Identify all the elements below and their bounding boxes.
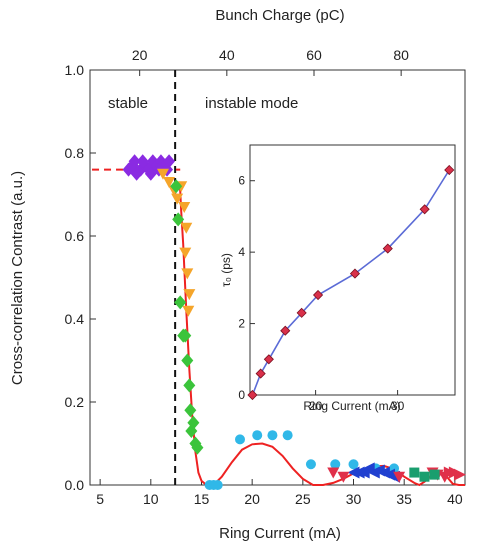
x-tick-label: 25 [295,491,311,507]
data-point [305,459,316,470]
data-point [128,154,141,169]
inset-y-tick-label: 4 [238,245,245,259]
stable-annotation: stable [108,95,148,112]
main-series-group [92,70,466,490]
data-point [282,430,293,441]
inset-frame [249,144,456,396]
y-tick-label: 0.6 [65,228,85,244]
data-point [171,193,184,205]
instable-annotation: instable mode [205,95,298,112]
inset-data-point [349,268,361,279]
data-point [170,179,183,194]
inset-data-point [419,204,430,215]
inset-x-tick-label: 30 [391,399,405,413]
data-point [183,289,196,301]
y-axis-title: Cross-correlation Contrast (a.u.) [9,171,26,385]
data-point [179,328,192,343]
data-point [178,201,191,213]
top-axis: 20 40 60 80 [132,47,409,76]
inset-x-tick-label: 20 [309,399,323,413]
series-purple-diamond [122,154,176,181]
y-tick-label: 1.0 [65,62,85,78]
x-tick-label: 40 [447,491,463,507]
data-point [179,247,192,259]
x-tick-label: 20 [244,491,260,507]
inset-data-point [444,164,455,176]
y-tick-label: 0.2 [65,394,85,410]
data-point [337,471,350,483]
x-tick-label: 35 [396,491,412,507]
inset-x-axis-title: Ring Current (mA) [303,399,400,413]
main-plot-area [89,69,466,486]
data-point [184,403,197,418]
series-blue-triangle-left [347,462,401,483]
inset-line [251,169,450,396]
series-green-diamond [170,179,204,455]
y-tick-label: 0.4 [65,311,85,327]
x-tick-label: 5 [96,491,104,507]
data-point [235,434,245,445]
y-tick-label: 0.0 [65,477,85,493]
inset-data-point [280,325,291,336]
x-tick-label: 15 [194,491,210,507]
x-tick-label: 10 [143,491,159,507]
data-point [348,459,359,470]
data-point [183,378,196,393]
plot-frame [89,69,466,486]
data-point [181,353,194,368]
inset-y-tick-label: 6 [238,174,245,188]
y-tick-label: 0.8 [65,145,85,161]
data-point [136,154,149,169]
data-point [187,415,200,430]
top-tick-label: 40 [219,47,235,63]
x-tick-label: 30 [346,491,362,507]
data-point [212,480,223,490]
data-point [163,177,176,189]
inset-series-group [247,164,455,401]
top-tick-label: 80 [393,47,409,63]
top-axis-title: Bunch Charge (pC) [215,7,344,24]
data-point [429,469,440,480]
data-point [419,471,430,482]
inset-data-point [263,354,274,365]
data-point [191,440,204,455]
x-axis-title: Ring Current (mA) [219,525,341,542]
series-teal-square [409,467,440,482]
series-red_marker-triangle-right [443,466,466,481]
inset-y-axis-title: τ₀ (ps) [219,253,233,287]
inset-data-point [255,368,266,379]
data-point [252,430,263,441]
series-orange-triangle-down [156,168,196,317]
y-axis: 0.0 0.2 0.4 0.6 0.8 1.0 [65,62,96,493]
x-axis: 5 10 15 20 25 30 35 40 [96,479,463,507]
fit-curve [178,185,465,487]
inset-data-point [296,307,307,318]
data-point [174,295,187,310]
data-point [453,468,466,481]
data-point [182,305,195,317]
top-tick-label: 60 [306,47,322,63]
inset-y-tick-label: 0 [238,388,245,402]
data-point [180,222,193,234]
data-point [181,268,194,280]
inset-data-point [382,243,393,254]
inset-data-point [247,389,258,401]
inset-data-point [312,289,324,301]
data-point [330,459,341,470]
data-point [156,168,169,180]
top-tick-label: 20 [132,47,148,63]
inset-y-tick-label: 2 [238,317,245,331]
inset-chart: 20 30 0 2 4 6 Ring Current (mA) τ₀ (ps) [219,144,456,413]
data-point [327,467,340,479]
data-point [393,471,406,483]
data-point [172,212,185,227]
data-point [409,467,420,478]
data-point [267,430,278,441]
